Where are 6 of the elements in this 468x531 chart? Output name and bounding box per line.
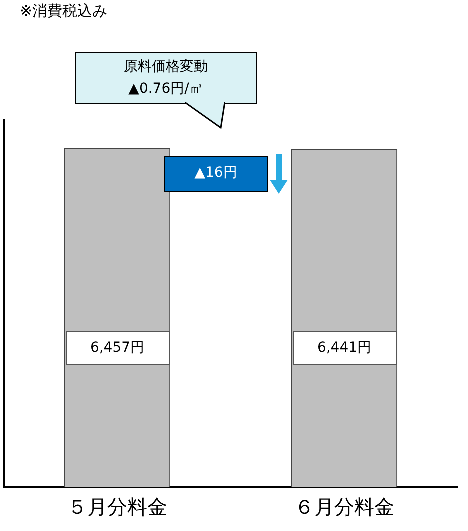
label-box: 6,457円 [66,330,170,365]
x-tick-label: ５月分料金 [68,495,168,520]
text: ※消費税込み [20,2,108,21]
label-box: 6,441円 [292,331,396,366]
x-tick-label: ６月分料金 [294,495,394,520]
label-box: ▲16円 [164,156,268,192]
